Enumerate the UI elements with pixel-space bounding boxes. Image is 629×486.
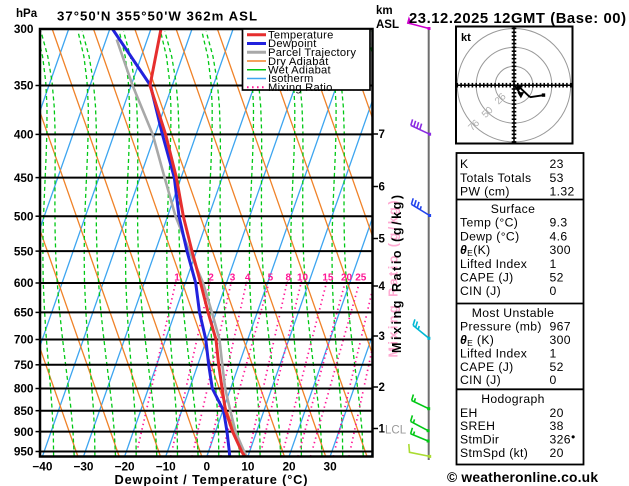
svg-text:350: 350 [14, 79, 34, 93]
svg-text:1.32: 1.32 [550, 185, 575, 199]
svg-text:23: 23 [550, 157, 564, 171]
svg-text:Mixing Ratio: Mixing Ratio [268, 82, 333, 94]
svg-text:950: 950 [14, 445, 34, 459]
svg-text:© weatheronline.co.uk: © weatheronline.co.uk [447, 470, 598, 485]
svg-text:−40: −40 [32, 460, 52, 474]
svg-text:10: 10 [241, 460, 255, 474]
svg-text:53: 53 [550, 171, 564, 185]
svg-text:Surface: Surface [491, 202, 535, 216]
svg-text:kt: kt [461, 32, 471, 44]
svg-text:30: 30 [324, 460, 338, 474]
svg-text:20: 20 [550, 446, 564, 460]
svg-text:400: 400 [14, 128, 34, 142]
svg-text:Dewp (°C): Dewp (°C) [460, 229, 520, 243]
svg-text:326●: 326● [550, 432, 576, 447]
svg-text:Dewpoint / Temperature (°C): Dewpoint / Temperature (°C) [115, 472, 308, 486]
svg-text:−10: −10 [156, 460, 176, 474]
svg-text:hPa: hPa [16, 8, 38, 20]
svg-text:CIN (J): CIN (J) [460, 373, 501, 387]
svg-text:800: 800 [14, 382, 34, 396]
svg-text:5: 5 [268, 273, 274, 284]
svg-text:4.6: 4.6 [550, 229, 568, 243]
svg-text:700: 700 [14, 333, 34, 347]
svg-text:Most Unstable: Most Unstable [472, 306, 554, 320]
svg-text:600: 600 [14, 276, 34, 290]
svg-text:650: 650 [14, 306, 34, 320]
svg-text:CIN (J): CIN (J) [460, 284, 501, 298]
svg-text:Wet Adiabat: Wet Adiabat [268, 65, 332, 77]
svg-text:Isotherm: Isotherm [268, 73, 314, 85]
svg-text:Dry Adiabat: Dry Adiabat [268, 56, 329, 68]
svg-text:4: 4 [379, 281, 386, 293]
svg-text:450: 450 [14, 171, 34, 185]
svg-text:900: 900 [14, 425, 34, 439]
svg-text:300: 300 [14, 22, 34, 36]
svg-text:5: 5 [379, 234, 386, 246]
svg-text:Temp (°C): Temp (°C) [460, 216, 518, 230]
svg-text:750: 750 [14, 358, 34, 372]
svg-text:Parcel Trajectory: Parcel Trajectory [268, 47, 356, 59]
svg-text:20: 20 [341, 273, 353, 284]
svg-text:550: 550 [14, 244, 34, 258]
svg-text:3: 3 [379, 331, 385, 343]
svg-text:Pressure (mb): Pressure (mb) [460, 320, 542, 334]
svg-text:K: K [460, 157, 468, 171]
svg-text:52: 52 [550, 271, 564, 285]
svg-text:Dewpoint: Dewpoint [268, 38, 317, 50]
svg-text:300: 300 [550, 243, 571, 257]
svg-text:0: 0 [550, 373, 557, 387]
svg-text:7: 7 [379, 129, 385, 141]
svg-text:52: 52 [550, 360, 564, 374]
svg-text:1: 1 [550, 346, 557, 360]
svg-text:6: 6 [379, 182, 385, 194]
svg-text:CAPE (J): CAPE (J) [460, 360, 514, 374]
svg-text:Mixing Ratio (g/kg): Mixing Ratio (g/kg) [390, 195, 404, 353]
svg-text:1: 1 [379, 424, 386, 436]
svg-text:EH: EH [460, 406, 478, 420]
svg-text:Mixing Ratio (g/kg): Mixing Ratio (g/kg) [387, 201, 401, 358]
svg-text:300: 300 [550, 333, 571, 347]
svg-text:0: 0 [550, 284, 557, 298]
svg-text:850: 850 [14, 404, 34, 418]
svg-text:Temperature: Temperature [268, 30, 334, 42]
svg-text:−30: −30 [73, 460, 93, 474]
svg-text:Lifted Index: Lifted Index [460, 257, 527, 271]
svg-text:37°50'N 355°50'W 362m ASL: 37°50'N 355°50'W 362m ASL [57, 9, 257, 24]
svg-text:PW (cm): PW (cm) [460, 185, 510, 199]
svg-text:4: 4 [245, 273, 251, 284]
svg-text:20: 20 [550, 406, 564, 420]
svg-text:20: 20 [282, 460, 296, 474]
svg-text:1: 1 [174, 273, 180, 284]
svg-text:9.3: 9.3 [550, 216, 568, 230]
svg-text:500: 500 [14, 209, 34, 223]
svg-text:23.12.2025 12GMT (Base: 00): 23.12.2025 12GMT (Base: 00) [409, 11, 626, 27]
svg-text:38: 38 [550, 419, 564, 433]
svg-text:25: 25 [355, 273, 367, 284]
svg-text:2: 2 [379, 382, 385, 394]
svg-text:LCL: LCL [385, 425, 407, 437]
svg-text:0: 0 [204, 460, 211, 474]
svg-text:1: 1 [550, 257, 557, 271]
svg-text:km: km [376, 5, 393, 17]
svg-text:Totals Totals: Totals Totals [460, 171, 531, 185]
svg-text:StmDir: StmDir [460, 432, 499, 446]
svg-text:−20: −20 [115, 460, 135, 474]
svg-text:967: 967 [550, 320, 571, 334]
svg-text:15: 15 [322, 273, 334, 284]
svg-text:CAPE (J): CAPE (J) [460, 271, 514, 285]
svg-text:8: 8 [286, 273, 292, 284]
svg-text:3: 3 [230, 273, 236, 284]
svg-text:SREH: SREH [460, 419, 495, 433]
svg-text:Lifted Index: Lifted Index [460, 346, 527, 360]
svg-text:ASL: ASL [376, 19, 399, 31]
svg-text:StmSpd (kt): StmSpd (kt) [460, 446, 528, 460]
svg-text:Hodograph: Hodograph [481, 392, 544, 406]
svg-text:10: 10 [297, 273, 309, 284]
svg-text:2: 2 [208, 273, 214, 284]
